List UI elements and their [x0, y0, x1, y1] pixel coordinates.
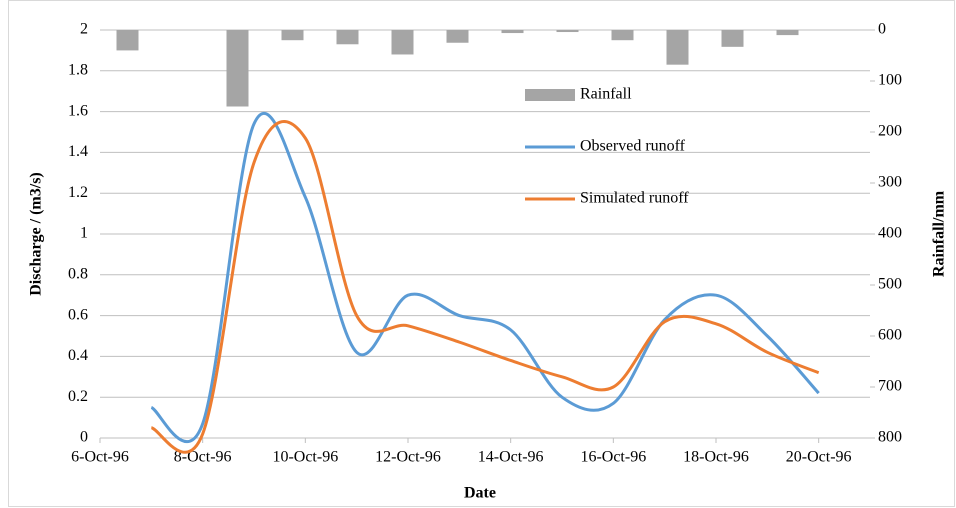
rainfall-bar: [666, 30, 689, 65]
y-tick-label: 1.8: [68, 61, 88, 78]
rainfall-bar: [776, 30, 799, 36]
y2-tick-label: 400: [878, 225, 902, 242]
rainfall-bar: [116, 30, 139, 51]
y-tick-label: 2: [80, 21, 88, 38]
y-tick-label: 1.2: [68, 184, 88, 201]
y2-tick-label: 800: [878, 429, 902, 446]
x-tick-label: 10-Oct-96: [272, 449, 338, 466]
legend-label: Simulated runoff: [580, 190, 689, 207]
x-tick-label: 16-Oct-96: [580, 449, 646, 466]
y2-axis-title: Rainfall/mm: [931, 190, 948, 277]
legend-swatch: [525, 89, 575, 101]
rainfall-bar: [336, 30, 359, 45]
y-tick-label: 1.6: [68, 102, 88, 119]
rainfall-bar: [721, 30, 744, 47]
y-tick-label: 0.8: [68, 265, 88, 282]
x-tick-label: 14-Oct-96: [478, 449, 544, 466]
y2-tick-label: 0: [878, 21, 886, 38]
chart-border: [8, 0, 955, 507]
y-tick-label: 1: [80, 225, 88, 242]
y-tick-label: 0.6: [68, 306, 88, 323]
rainfall-bar: [281, 30, 304, 41]
rainfall-bar: [226, 30, 249, 107]
y-tick-label: 0: [80, 429, 88, 446]
x-tick-label: 20-Oct-96: [786, 449, 852, 466]
x-tick-label: 18-Oct-96: [683, 449, 749, 466]
rainfall-bar: [391, 30, 414, 55]
runoff-line: [150, 120, 820, 454]
x-tick-label: 12-Oct-96: [375, 449, 441, 466]
y2-tick-label: 500: [878, 276, 902, 293]
legend-label: Observed runoff: [580, 138, 686, 155]
y2-tick-label: 300: [878, 174, 902, 191]
rainfall-bar: [556, 30, 579, 33]
rainfall-bar: [501, 30, 524, 34]
runoff-line: [150, 112, 820, 443]
legend-label: Rainfall: [580, 86, 632, 103]
y-tick-label: 0.4: [68, 347, 88, 364]
y-tick-label: 1.4: [68, 143, 88, 160]
y2-tick-label: 200: [878, 123, 902, 140]
y2-tick-label: 700: [878, 378, 902, 395]
rainfall-bar: [446, 30, 469, 43]
rainfall-bar: [611, 30, 634, 41]
x-axis-title: Date: [464, 485, 496, 502]
y2-tick-label: 100: [878, 72, 902, 89]
x-tick-label: 6-Oct-96: [71, 449, 129, 466]
y-tick-label: 0.2: [68, 388, 88, 405]
y-axis-title: Discharge / (m3/s): [28, 172, 45, 296]
y2-tick-label: 600: [878, 327, 902, 344]
